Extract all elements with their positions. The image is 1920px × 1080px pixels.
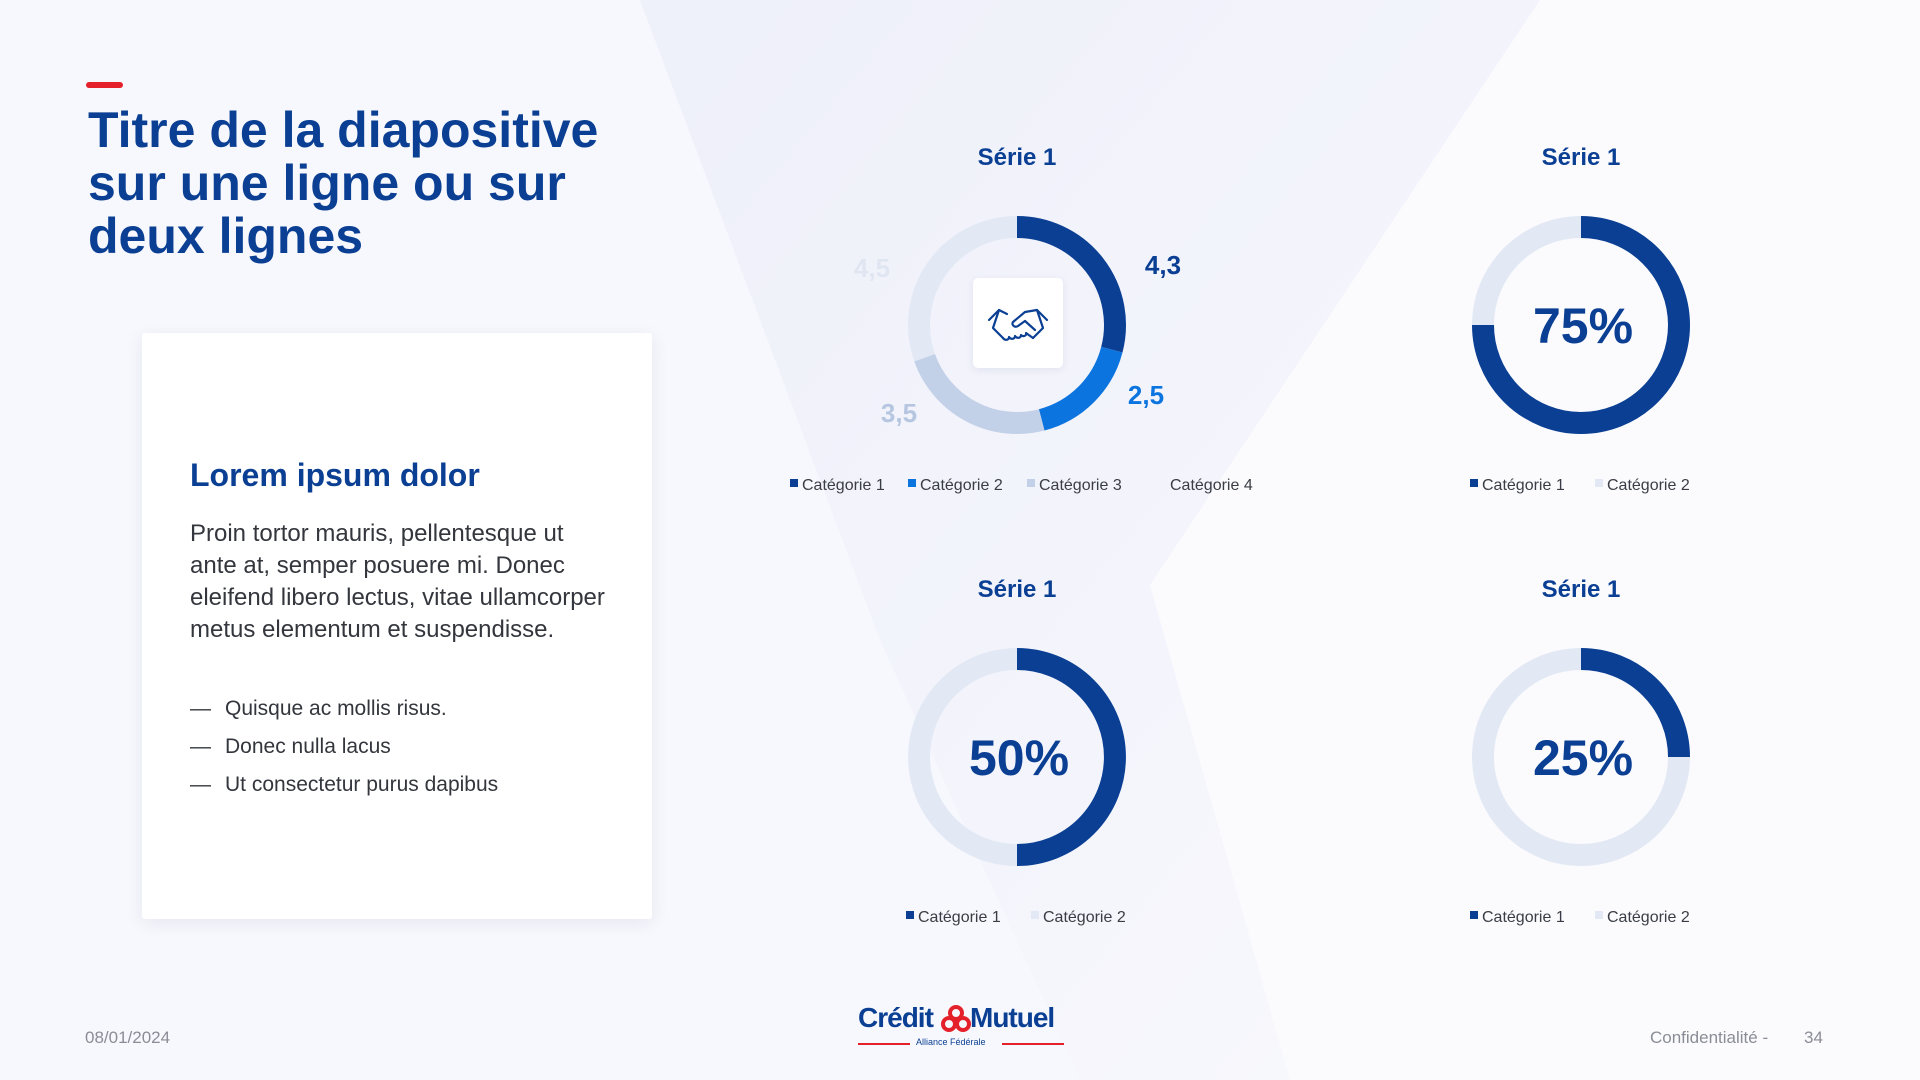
footer-confidentiality: Confidentialité - — [1650, 1028, 1769, 1047]
legend-label: Catégorie 1 — [1482, 909, 1565, 926]
legend-swatch — [790, 479, 798, 487]
donut-slice — [914, 353, 1045, 434]
chart-title: Série 1 — [978, 576, 1057, 603]
list-item-text: Quisque ac mollis risus. — [225, 697, 447, 720]
center-percentage: 50% — [969, 730, 1069, 786]
list-item-text: Donec nulla lacus — [225, 735, 391, 758]
card-body-text: Proin tortor mauris, pellentesque ut ant… — [190, 520, 605, 643]
bullet-list: — Quisque ac mollis risus. — Donec nulla l… — [190, 690, 498, 804]
dash-icon: — — [190, 735, 211, 758]
dash-icon: — — [190, 697, 211, 720]
list-item: — Donec nulla lacus — [190, 728, 498, 766]
logo-word-2: Mutuel — [970, 1002, 1055, 1033]
legend-label: Catégorie 1 — [918, 909, 1001, 926]
logo-underline-right — [1002, 1043, 1064, 1045]
donut-slice — [908, 648, 1018, 866]
legend-label: Catégorie 1 — [802, 477, 885, 494]
legend-label: Catégorie 1 — [1482, 477, 1565, 494]
donut-slice — [1472, 216, 1690, 434]
chart-title: Série 1 — [978, 144, 1057, 171]
list-item-text: Ut consectetur purus dapibus — [225, 773, 499, 796]
data-label: 4,3 — [1145, 250, 1181, 280]
donut-slice — [908, 216, 1018, 362]
legend-label: Catégorie 2 — [1043, 909, 1126, 926]
legend-swatch — [1595, 911, 1603, 919]
slide-title: Titre de la diapositive sur une ligne ou… — [88, 102, 599, 264]
legend-label: Catégorie 4 — [1170, 477, 1253, 494]
center-percentage: 25% — [1533, 730, 1633, 786]
credit-mutuel-logo: Crédit Mutuel Alliance Fédérale — [858, 1002, 1064, 1052]
legend-swatch — [908, 479, 916, 487]
page-number: 34 — [1804, 1028, 1823, 1047]
donut-slice — [1472, 216, 1582, 326]
dash-icon: — — [190, 773, 211, 796]
data-label: 3,5 — [881, 398, 917, 428]
legend-swatch — [1595, 479, 1603, 487]
list-item: — Quisque ac mollis risus. — [190, 690, 498, 728]
donut-slice — [1580, 648, 1690, 758]
chart-title: Série 1 — [1542, 144, 1621, 171]
list-item: — Ut consectetur purus dapibus — [190, 766, 498, 804]
chart-center-tile — [973, 278, 1063, 368]
logo-emblem-icon — [941, 1005, 971, 1032]
legend-label: Catégorie 3 — [1039, 477, 1122, 494]
footer-date: 08/01/2024 — [85, 1028, 171, 1047]
logo-word-1: Crédit — [858, 1002, 934, 1033]
center-percentage: 75% — [1533, 298, 1633, 354]
legend-swatch — [1470, 911, 1478, 919]
text-card: Lorem ipsum dolor Proin tortor mauris, p… — [142, 333, 652, 919]
chart-title: Série 1 — [1542, 576, 1621, 603]
legend-label: Catégorie 2 — [1607, 477, 1690, 494]
legend-swatch — [1027, 479, 1035, 487]
logo-subtitle: Alliance Fédérale — [916, 1037, 986, 1047]
data-label: 2,5 — [1128, 380, 1164, 410]
legend-label: Catégorie 2 — [920, 477, 1003, 494]
donut-slice — [1016, 216, 1126, 353]
legend-label: Catégorie 2 — [1607, 909, 1690, 926]
title-accent-bar — [86, 82, 123, 88]
handshake-icon — [987, 308, 1049, 341]
logo-underline-left — [858, 1043, 910, 1045]
donut-slice — [1472, 648, 1690, 866]
card-heading: Lorem ipsum dolor — [190, 457, 480, 493]
legend-swatch — [906, 911, 914, 919]
data-label: 4,5 — [854, 253, 890, 283]
donut-slice — [1016, 648, 1126, 866]
donut-slice — [1038, 346, 1123, 431]
legend-swatch — [1031, 911, 1039, 919]
legend-swatch — [1470, 479, 1478, 487]
